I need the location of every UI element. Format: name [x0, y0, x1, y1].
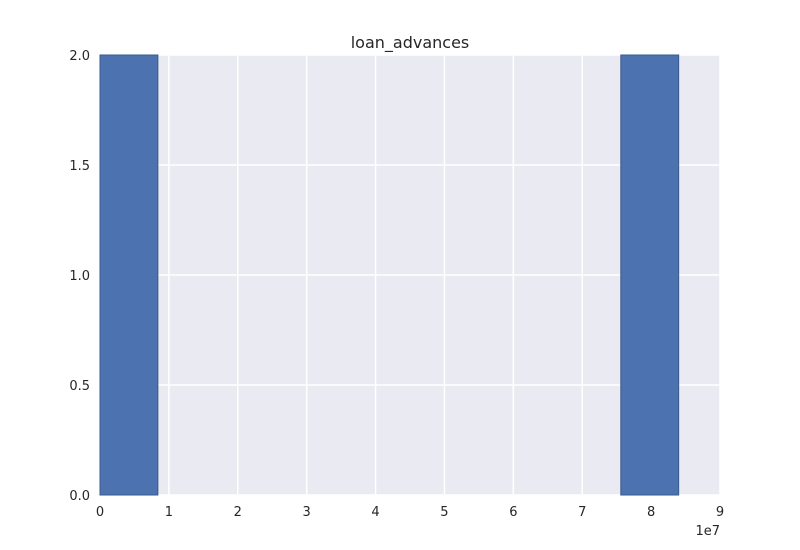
- y-tick-label: 0.5: [69, 379, 90, 394]
- y-axis-ticks: 0.0 0.5 1.0 1.5 2.0: [69, 49, 90, 504]
- y-tick-label: 1.0: [69, 269, 90, 284]
- histogram-bars: [99, 54, 680, 496]
- x-tick-label: 1: [165, 505, 173, 520]
- x-tick-label: 3: [303, 505, 311, 520]
- x-tick-label: 5: [440, 505, 448, 520]
- y-tick-label: 0.0: [69, 489, 90, 504]
- x-axis-ticks: 0 1 2 3 4 5 6 7 8 9: [96, 505, 724, 520]
- x-tick-label: 7: [578, 505, 586, 520]
- x-tick-label: 4: [371, 505, 379, 520]
- chart-title: loan_advances: [351, 33, 470, 53]
- histogram-bar: [620, 54, 680, 496]
- y-tick-label: 2.0: [69, 49, 90, 64]
- y-tick-label: 1.5: [69, 159, 90, 174]
- histogram-bar: [99, 54, 159, 496]
- x-tick-label: 2: [234, 505, 242, 520]
- x-tick-label: 0: [96, 505, 104, 520]
- x-axis-offset-label: 1e7: [695, 524, 720, 539]
- x-tick-label: 6: [509, 505, 517, 520]
- x-tick-label: 8: [647, 505, 655, 520]
- x-tick-label: 9: [716, 505, 724, 520]
